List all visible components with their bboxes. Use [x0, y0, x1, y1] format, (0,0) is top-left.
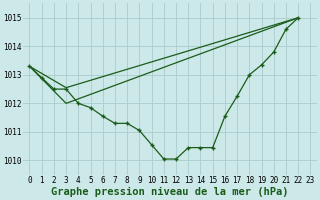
X-axis label: Graphe pression niveau de la mer (hPa): Graphe pression niveau de la mer (hPa) [51, 186, 289, 197]
